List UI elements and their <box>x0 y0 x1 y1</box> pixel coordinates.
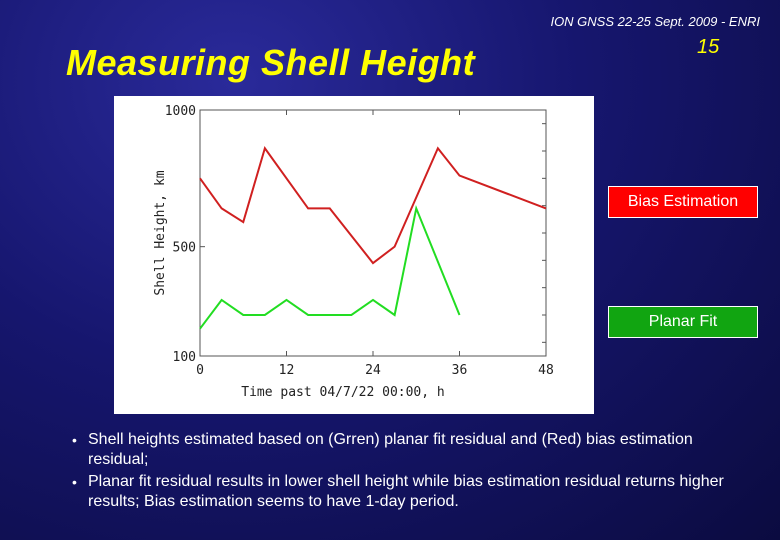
legend-planar-fit: Planar Fit <box>608 306 758 338</box>
x-tick-label: 12 <box>279 363 295 378</box>
conference-note: ION GNSS 22-25 Sept. 2009 - ENRI <box>550 14 760 29</box>
y-tick-label: 500 <box>173 241 196 256</box>
bullet-item: Shell heights estimated based on (Grren)… <box>70 430 750 470</box>
bullet-item: Planar fit residual results in lower she… <box>70 472 750 512</box>
x-tick-label: 48 <box>538 363 554 378</box>
y-tick-label: 100 <box>173 350 196 365</box>
x-tick-label: 0 <box>196 363 204 378</box>
bullet-list: Shell heights estimated based on (Grren)… <box>70 430 750 514</box>
green-series-line <box>199 204 461 330</box>
y-axis-label: Shell Height, km <box>153 170 168 295</box>
chart-panel: 0 12 24 36 48 1000 500 100 Time past 04/7/22 00:… <box>114 96 594 414</box>
x-tick-label: 36 <box>452 363 468 378</box>
x-tick-label: 24 <box>365 363 381 378</box>
y-tick-label: 1000 <box>165 104 196 119</box>
legend-bias-estimation: Bias Estimation <box>608 186 758 218</box>
plot-frame <box>199 109 547 357</box>
x-axis-label: Time past 04/7/22 00:00, h <box>241 385 445 400</box>
slide-title: Measuring Shell Height <box>66 42 476 83</box>
shell-height-chart: 0 12 24 36 48 1000 500 100 Time past 04/7/22 00:… <box>153 104 554 400</box>
slide-number: 15 <box>697 36 720 58</box>
red-series-line <box>199 146 547 265</box>
